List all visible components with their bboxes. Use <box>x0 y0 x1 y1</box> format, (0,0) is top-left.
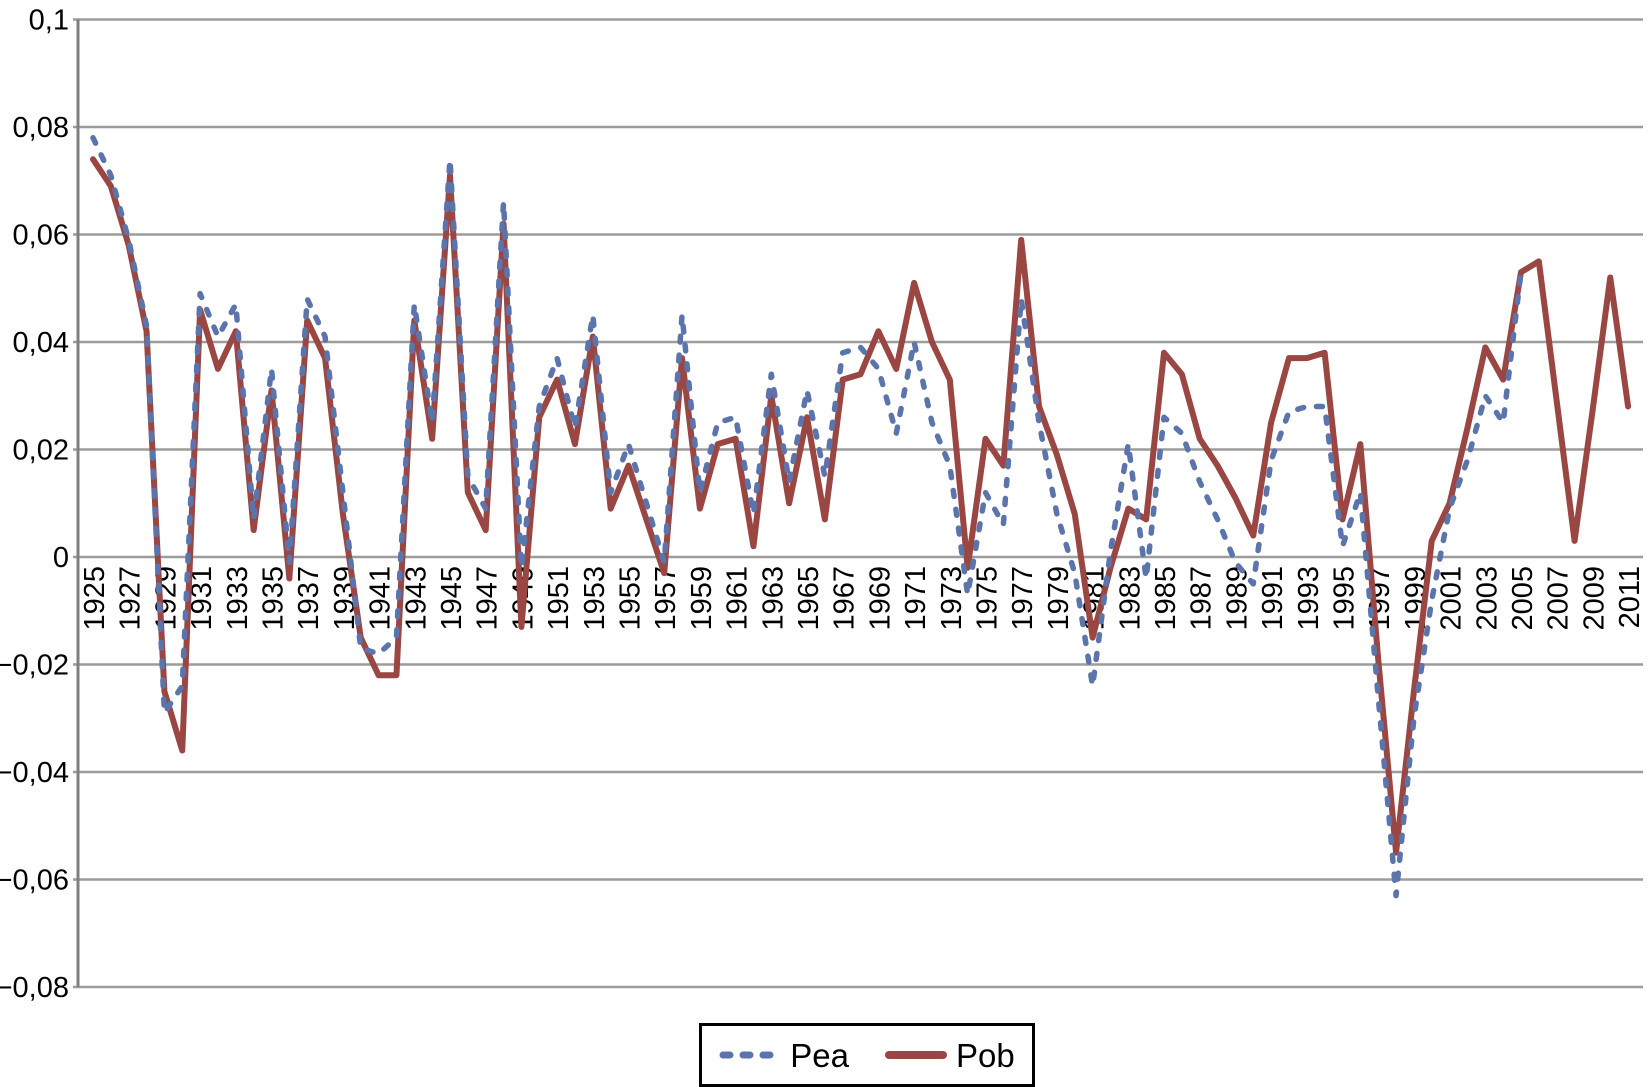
y-axis-tick-label: −0,08 <box>0 972 69 1004</box>
y-axis-tick-label: 0,06 <box>13 220 69 252</box>
x-axis-tick-label: 1953 <box>579 566 611 631</box>
x-axis-tick-label: 1991 <box>1257 566 1289 631</box>
x-axis-tick-label: 1933 <box>222 566 254 631</box>
legend-label-pob: Pob <box>956 1036 1015 1074</box>
pob-solid-line-swatch <box>885 1051 947 1059</box>
x-axis-tick-label: 1947 <box>472 566 504 631</box>
x-axis-tick-label: 1969 <box>864 566 896 631</box>
x-axis-tick-label: 1941 <box>365 566 397 631</box>
legend-label-pea: Pea <box>790 1036 849 1074</box>
y-axis-tick-label: 0,08 <box>13 112 69 144</box>
x-axis-tick-label: 1955 <box>615 566 647 631</box>
y-axis-tick-label: 0,02 <box>13 435 69 467</box>
x-axis-tick-label: 1973 <box>936 566 968 631</box>
legend-item-pob: Pob <box>885 1039 1015 1072</box>
x-axis-tick-label: 1963 <box>757 566 789 631</box>
y-axis-tick-label: 0 <box>53 542 69 574</box>
x-axis-tick-label: 1987 <box>1186 566 1218 631</box>
x-axis-tick-label: 1967 <box>829 566 861 631</box>
x-axis-tick-label: 1989 <box>1221 566 1253 631</box>
x-axis-tick-label: 1977 <box>1007 566 1039 631</box>
x-axis-tick-label: 1965 <box>793 566 825 631</box>
y-axis-tick-label: −0,02 <box>0 650 69 682</box>
y-axis-tick-label: −0,06 <box>0 865 69 897</box>
x-axis-tick-label: 1937 <box>293 566 325 631</box>
x-axis-tick-label: 2001 <box>1436 566 1468 631</box>
x-axis-tick-label: 1993 <box>1293 566 1325 631</box>
x-axis-tick-label: 1945 <box>436 566 468 631</box>
x-axis-tick-label: 1971 <box>900 566 932 631</box>
x-axis-tick-label: 1961 <box>722 566 754 631</box>
y-axis-tick-label: 0,04 <box>13 327 69 359</box>
x-axis-tick-label: 1975 <box>972 566 1004 631</box>
x-axis-tick-label: 1925 <box>79 566 111 631</box>
x-axis-tick-label: 1995 <box>1329 566 1361 631</box>
chart-legend: Pea Pob <box>699 1023 1035 1087</box>
y-axis-tick-label: 0,1 <box>29 5 69 37</box>
x-axis-tick-label: 1929 <box>150 566 182 631</box>
x-axis-tick-label: 1951 <box>543 566 575 631</box>
x-axis-tick-label: 1985 <box>1150 566 1182 631</box>
x-axis-tick-label: 1983 <box>1114 566 1146 631</box>
x-axis-tick-label: 1927 <box>115 566 147 631</box>
x-axis-tick-label: 2007 <box>1543 566 1575 631</box>
series-line-pob <box>90 156 1632 856</box>
x-axis-tick-label: 1943 <box>400 566 432 631</box>
x-axis-tick-label: 2003 <box>1471 566 1503 631</box>
x-axis-tick-label: 2011 <box>1614 566 1646 628</box>
x-axis-tick-label: 1959 <box>686 566 718 631</box>
series-line-pea <box>90 135 1524 899</box>
x-axis-tick-label: 1979 <box>1043 566 1075 631</box>
x-axis-tick-label: 1935 <box>258 566 290 631</box>
x-axis-tick-label: 1957 <box>650 566 682 631</box>
x-axis-tick-label: 2005 <box>1507 566 1539 631</box>
x-axis-tick-label: 2009 <box>1578 566 1610 631</box>
y-axis-tick-label: −0,04 <box>0 757 69 789</box>
legend-item-pea: Pea <box>719 1039 849 1072</box>
pea-dashed-line-swatch <box>719 1051 781 1059</box>
